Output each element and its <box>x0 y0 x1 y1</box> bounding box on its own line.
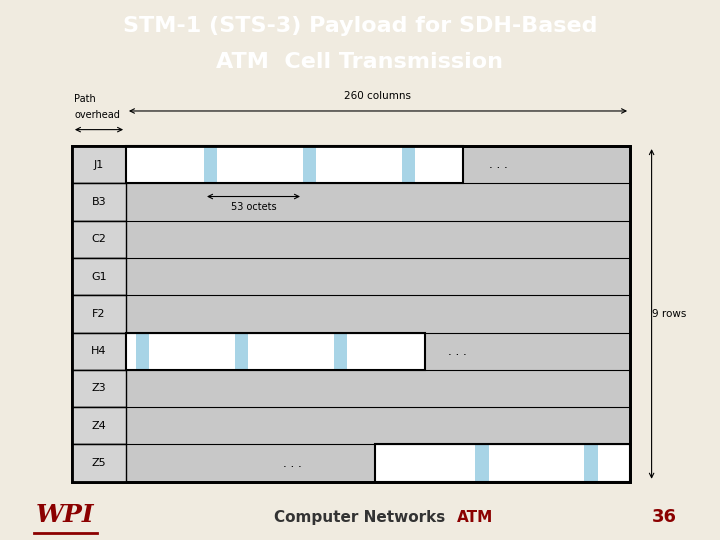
Bar <box>204 146 217 184</box>
Text: Z4: Z4 <box>91 421 107 431</box>
Text: Path: Path <box>74 93 96 104</box>
Text: . . .: . . . <box>283 456 302 470</box>
Text: 260 columns: 260 columns <box>344 91 412 102</box>
Bar <box>126 333 136 370</box>
Text: STM-1 (STS-3) Payload for SDH-Based: STM-1 (STS-3) Payload for SDH-Based <box>122 16 598 36</box>
Bar <box>72 407 126 444</box>
Bar <box>72 221 126 258</box>
Bar <box>72 184 126 221</box>
Text: ATM: ATM <box>457 510 493 524</box>
Bar <box>248 333 333 370</box>
Bar <box>235 333 248 370</box>
Text: Computer Networks: Computer Networks <box>274 510 446 524</box>
Bar <box>72 146 630 482</box>
Bar <box>72 258 126 295</box>
Text: H4: H4 <box>91 346 107 356</box>
Bar <box>72 333 126 370</box>
Bar <box>415 146 463 184</box>
Text: Z3: Z3 <box>91 383 107 394</box>
Bar <box>584 444 598 482</box>
Bar <box>217 146 303 184</box>
Text: J1: J1 <box>94 160 104 170</box>
Text: G1: G1 <box>91 272 107 282</box>
Bar <box>136 333 149 370</box>
Bar <box>333 333 347 370</box>
Text: B3: B3 <box>91 197 107 207</box>
Bar <box>126 333 425 370</box>
Text: WPI: WPI <box>36 503 94 526</box>
Text: 9 rows: 9 rows <box>652 309 687 319</box>
Text: . . .: . . . <box>489 158 508 171</box>
Bar <box>72 370 126 407</box>
Text: F2: F2 <box>92 309 106 319</box>
Text: Z5: Z5 <box>91 458 107 468</box>
Text: C2: C2 <box>91 234 107 245</box>
Text: 36: 36 <box>652 508 677 526</box>
Bar <box>490 444 584 482</box>
Bar <box>402 146 415 184</box>
Bar <box>72 295 126 333</box>
Bar <box>598 444 630 482</box>
Bar <box>376 444 630 482</box>
Bar <box>149 333 235 370</box>
Bar <box>72 444 126 482</box>
Text: overhead: overhead <box>74 110 120 120</box>
Bar <box>126 146 204 184</box>
Bar <box>347 333 425 370</box>
Bar <box>126 146 463 184</box>
Text: . . .: . . . <box>449 345 467 357</box>
Bar <box>316 146 402 184</box>
Bar <box>475 444 490 482</box>
Text: ATM  Cell Transmission: ATM Cell Transmission <box>217 52 503 72</box>
Bar <box>72 146 630 482</box>
Bar <box>303 146 316 184</box>
Text: 53 octets: 53 octets <box>230 201 276 212</box>
Bar <box>376 444 475 482</box>
Bar <box>72 146 126 184</box>
